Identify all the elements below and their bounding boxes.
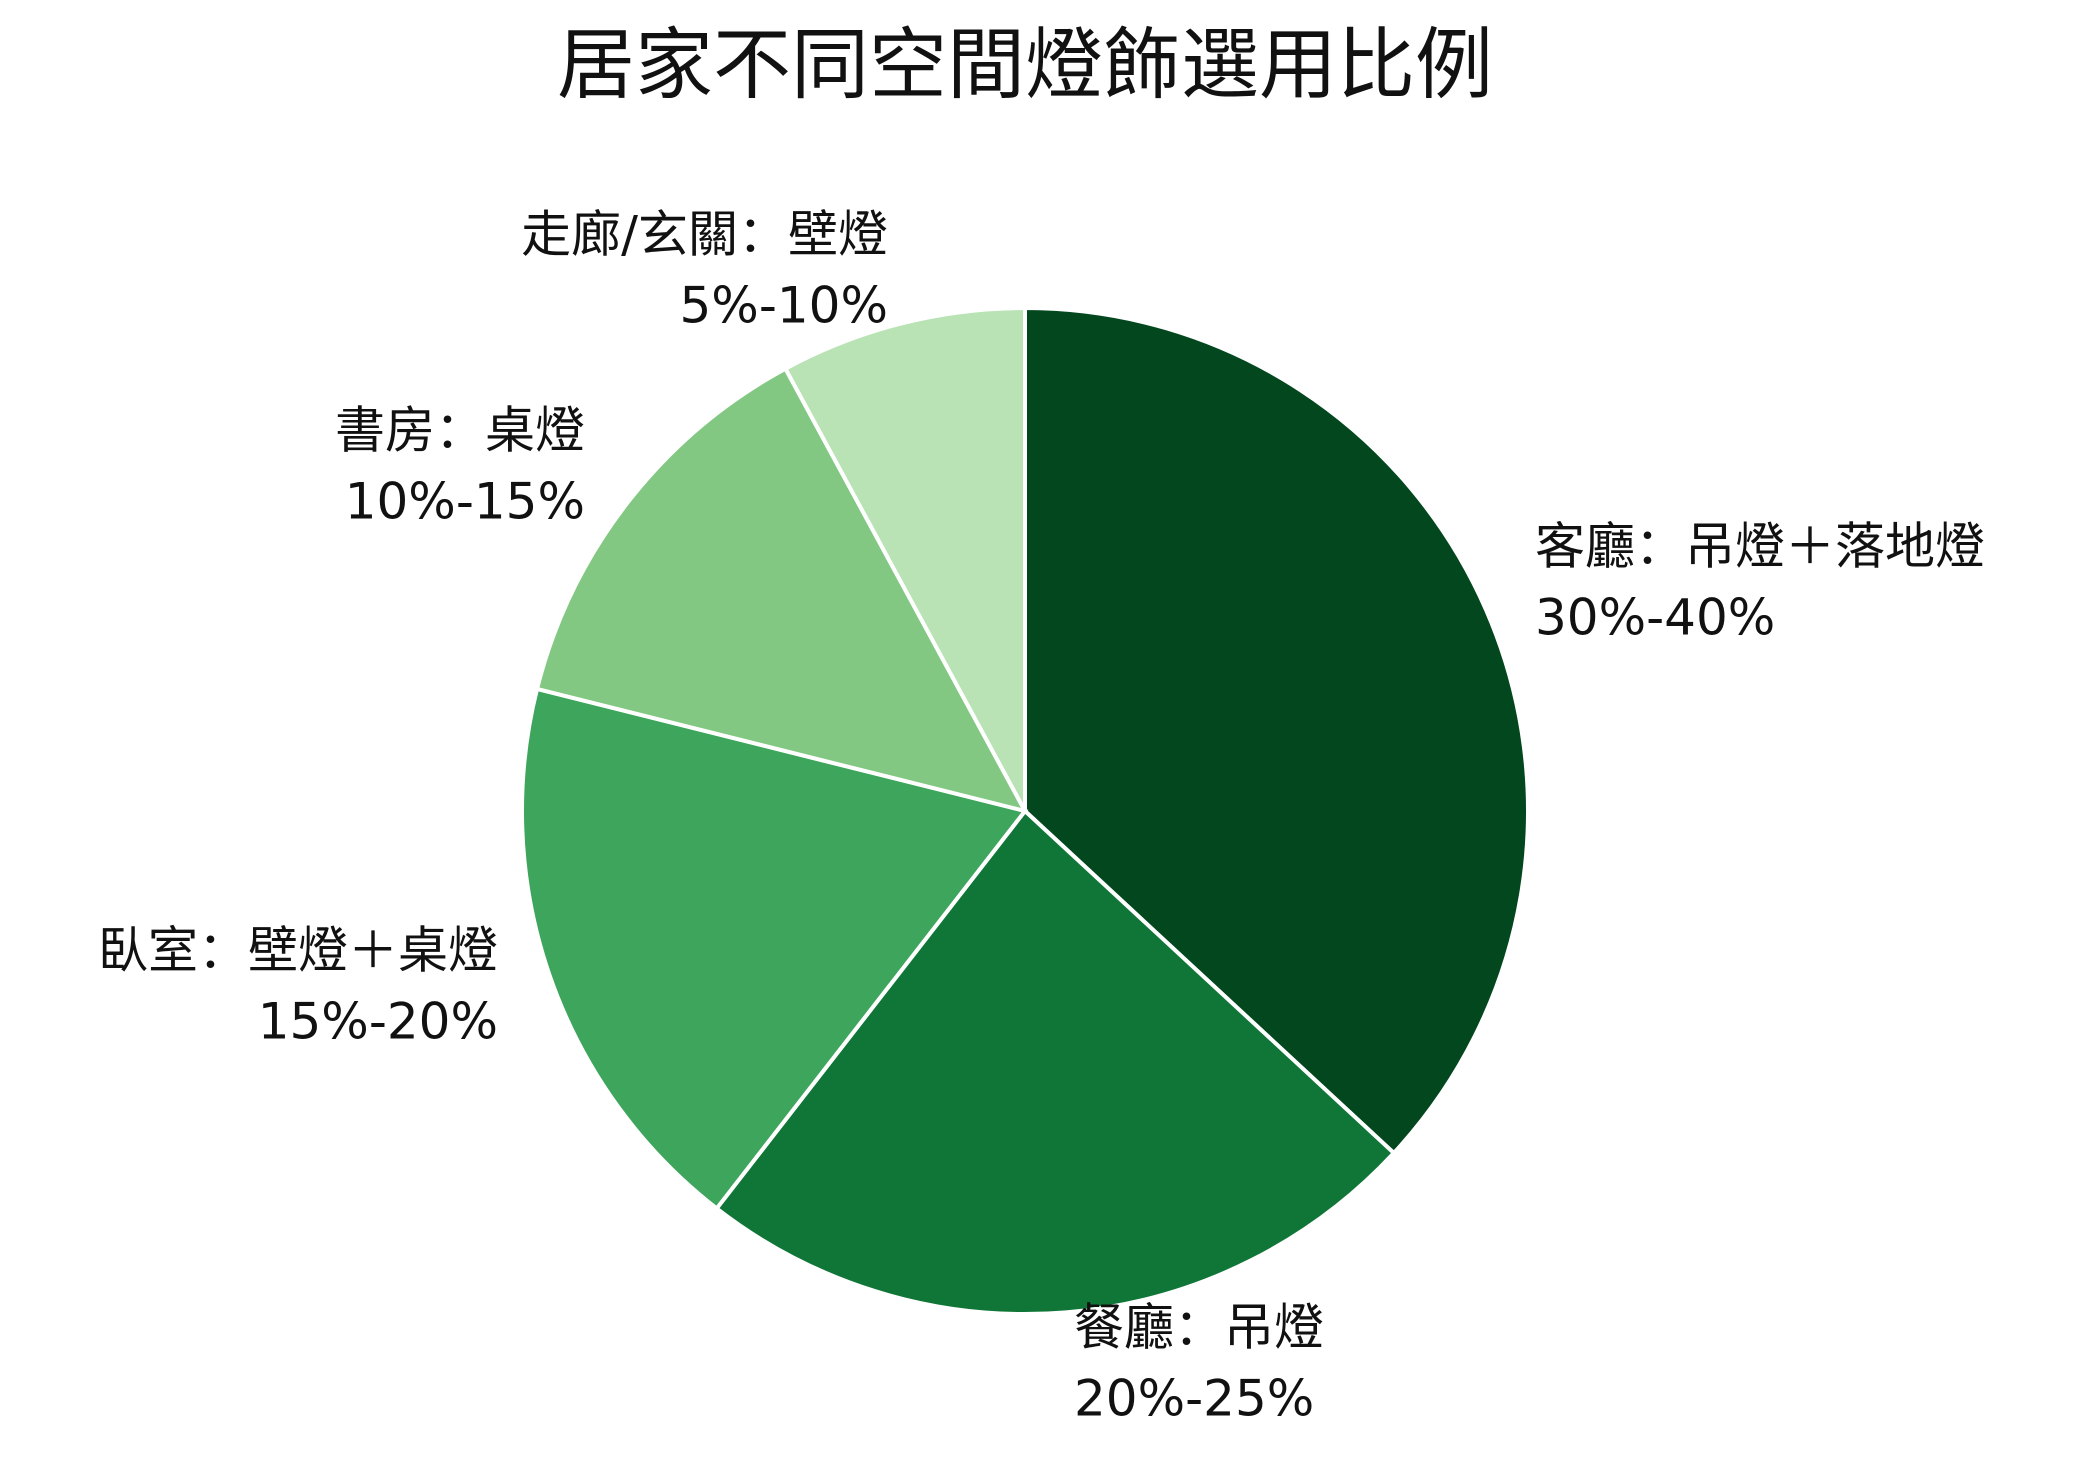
slice-label: 客廳：吊燈＋落地燈 [1535, 518, 1985, 576]
pie-slice [534, 365, 1029, 815]
slice-range: 5%-10% [680, 277, 889, 335]
pie-slice [713, 808, 1397, 1316]
slice-label: 餐廳：吊燈 [1074, 1299, 1324, 1357]
slice-range: 30%-40% [1535, 589, 1775, 647]
slice-range: 10%-15% [345, 473, 585, 531]
slice-label: 書房：桌燈 [335, 402, 585, 460]
pie-slice [520, 686, 1029, 1212]
slice-range: 15%-20% [258, 993, 498, 1051]
slice-label: 走廊/玄關：壁燈 [521, 206, 888, 264]
slice-label: 臥室：壁燈＋桌燈 [98, 922, 498, 980]
chart-title: 居家不同空間燈飾選用比例 [557, 20, 1493, 110]
pie-slice [1023, 305, 1530, 1156]
pie-slice [782, 305, 1027, 812]
slice-range: 20%-25% [1074, 1370, 1314, 1428]
